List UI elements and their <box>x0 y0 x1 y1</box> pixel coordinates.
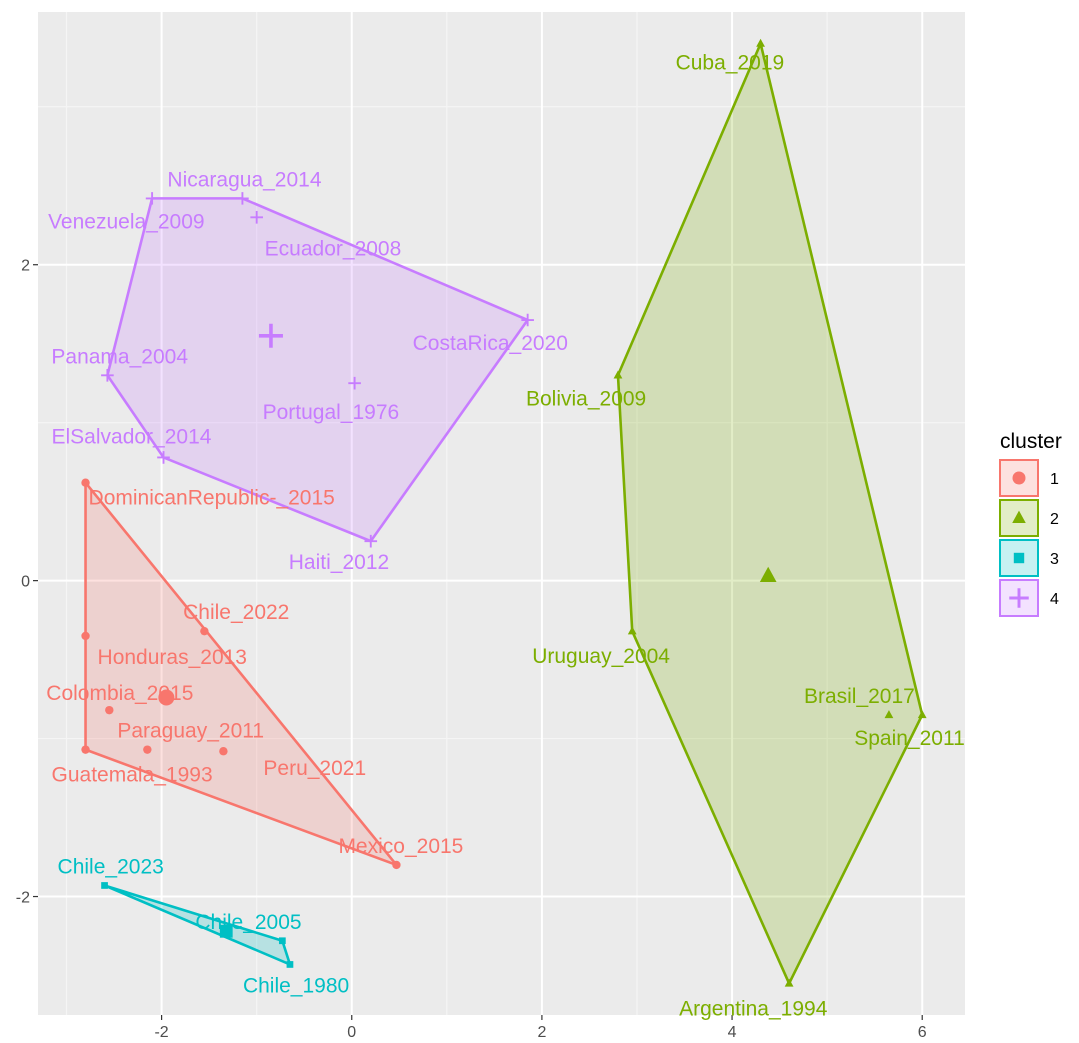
point-label: Chile_2023 <box>58 855 164 878</box>
data-point <box>101 882 108 889</box>
point-label: Honduras_2013 <box>98 646 247 669</box>
legend-label-1: 1 <box>1050 471 1059 488</box>
data-point <box>756 38 765 47</box>
point-label: Spain_2011 <box>854 727 965 750</box>
point-label: CostaRica_2020 <box>413 332 568 355</box>
cluster-1-hull <box>84 481 398 867</box>
data-point <box>145 192 159 205</box>
point-label: DominicanRepublic-_2015 <box>89 487 335 510</box>
point-label: Argentina_1994 <box>679 997 828 1020</box>
x-tick-label: 2 <box>537 1024 546 1041</box>
point-label: Paraguay_2011 <box>117 720 264 743</box>
data-point <box>286 961 294 968</box>
data-point <box>219 747 228 756</box>
data-point <box>917 710 927 719</box>
data-point <box>157 451 170 464</box>
point-label: ElSalvador_2014 <box>52 425 212 448</box>
plot-panel <box>38 12 965 1015</box>
data-point <box>81 745 90 754</box>
x-tick-label: 0 <box>347 1024 356 1041</box>
point-label: Uruguay_2004 <box>532 645 670 668</box>
data-point <box>250 211 263 224</box>
point-label: Chile_2005 <box>195 911 301 934</box>
legend-label-2: 2 <box>1050 511 1059 528</box>
cluster-3-centroid <box>219 924 233 938</box>
cluster-4-centroid <box>258 323 283 348</box>
x-tick-label: 6 <box>918 1024 927 1041</box>
data-point <box>364 534 378 548</box>
cluster-1-centroid <box>158 689 175 706</box>
point-label: Nicaragua_2014 <box>167 168 321 191</box>
data-point <box>105 705 114 715</box>
point-label: Bolivia_2009 <box>526 387 646 410</box>
point-label: Brasil_2017 <box>804 685 915 708</box>
cluster-3-hull <box>103 884 292 966</box>
legend-marker-3 <box>1013 552 1025 564</box>
y-tick-label: 2 <box>21 258 30 275</box>
data-point <box>236 192 249 205</box>
point-label: Ecuador_2008 <box>265 237 402 260</box>
data-point <box>81 631 90 641</box>
cluster-2-hull <box>616 42 924 985</box>
data-point <box>392 860 401 870</box>
data-point <box>143 745 152 754</box>
data-point <box>101 368 114 382</box>
point-label: Chile_1980 <box>243 974 349 997</box>
point-label: Cuba_2019 <box>676 52 785 75</box>
legend-label-4: 4 <box>1050 591 1059 608</box>
legend-key-4 <box>999 579 1039 617</box>
x-tick-label: 4 <box>728 1024 737 1041</box>
point-label: Peru_2021 <box>263 757 366 780</box>
data-point <box>627 626 637 635</box>
data-point <box>81 478 90 487</box>
legend-label-3: 3 <box>1050 551 1059 568</box>
legend-title: cluster <box>1000 430 1062 453</box>
data-point <box>348 376 361 390</box>
point-label: Portugal_1976 <box>263 401 400 424</box>
cluster-2-centroid <box>759 566 777 582</box>
x-tick-label: -2 <box>154 1024 168 1041</box>
data-point <box>200 626 209 636</box>
point-label: Chile_2022 <box>183 601 289 624</box>
data-point <box>521 313 534 327</box>
data-point <box>613 370 623 379</box>
y-tick-label: -2 <box>16 890 30 907</box>
data-point <box>884 710 894 719</box>
point-label: Mexico_2015 <box>338 835 463 858</box>
point-label: Venezuela_2009 <box>48 210 205 233</box>
legend-marker-1 <box>1012 471 1026 485</box>
data-point <box>784 978 794 987</box>
data-point <box>278 937 286 945</box>
legend-marker-4 <box>1009 588 1029 608</box>
point-label: Guatemala_1993 <box>52 764 213 787</box>
y-tick-label: 0 <box>21 574 30 591</box>
point-label: Haiti_2012 <box>289 551 389 574</box>
point-label: Panama_2004 <box>51 345 188 368</box>
legend-marker-2 <box>1012 510 1026 523</box>
point-label: Colombia_2015 <box>46 682 193 705</box>
